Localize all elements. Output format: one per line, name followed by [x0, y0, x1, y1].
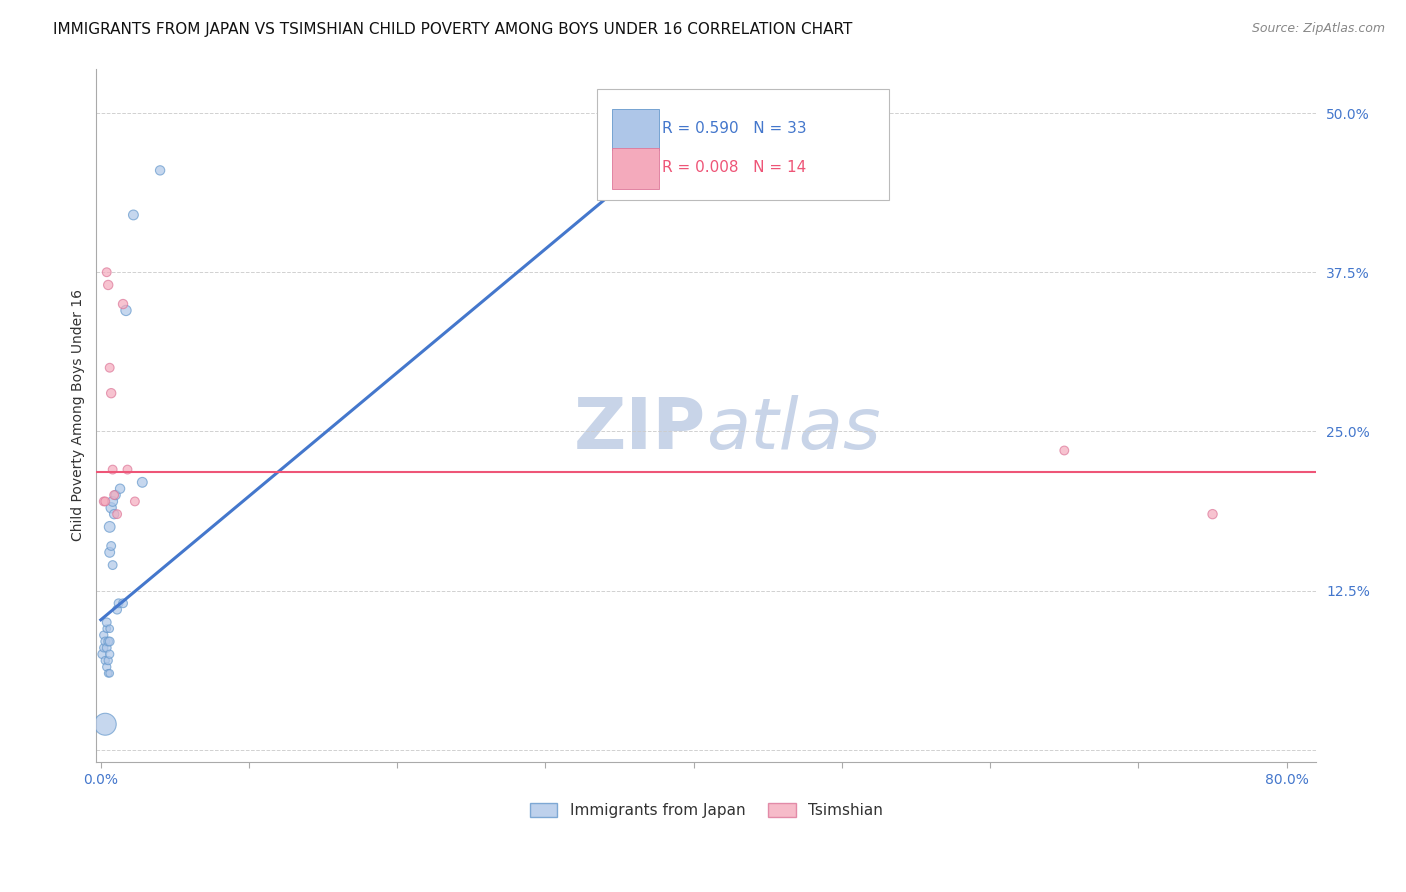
Text: R = 0.008   N = 14: R = 0.008 N = 14 — [662, 161, 807, 175]
Point — [94, 654, 117, 668]
Point — [100, 539, 122, 553]
Point — [98, 634, 121, 648]
Text: R = 0.590   N = 33: R = 0.590 N = 33 — [662, 121, 807, 136]
Text: IMMIGRANTS FROM JAPAN VS TSIMSHIAN CHILD POVERTY AMONG BOYS UNDER 16 CORRELATION: IMMIGRANTS FROM JAPAN VS TSIMSHIAN CHILD… — [53, 22, 853, 37]
Point — [112, 596, 135, 610]
FancyBboxPatch shape — [613, 148, 659, 188]
Point — [97, 654, 120, 668]
Point — [97, 277, 120, 292]
Point — [105, 602, 128, 616]
Text: atlas: atlas — [706, 395, 882, 464]
Point — [98, 622, 121, 636]
Point — [101, 462, 124, 476]
Point — [103, 507, 125, 521]
Text: Source: ZipAtlas.com: Source: ZipAtlas.com — [1251, 22, 1385, 36]
Point — [98, 360, 121, 375]
Point — [103, 488, 125, 502]
Point — [96, 640, 118, 655]
Y-axis label: Child Poverty Among Boys Under 16: Child Poverty Among Boys Under 16 — [72, 290, 86, 541]
Point — [97, 666, 120, 681]
Point — [93, 640, 115, 655]
Point — [124, 494, 146, 508]
FancyBboxPatch shape — [596, 89, 890, 201]
Point — [94, 634, 117, 648]
Point — [96, 615, 118, 630]
Point — [96, 622, 118, 636]
Point — [122, 208, 145, 222]
Point — [115, 303, 138, 318]
Point — [96, 265, 118, 279]
Point — [104, 488, 127, 502]
FancyBboxPatch shape — [613, 110, 659, 150]
Point — [100, 386, 122, 401]
Point — [101, 494, 124, 508]
Point — [98, 545, 121, 559]
Point — [97, 634, 120, 648]
Point — [98, 666, 121, 681]
Point — [1201, 507, 1223, 521]
Point — [100, 500, 122, 515]
Point — [98, 647, 121, 661]
Point — [91, 647, 114, 661]
Point — [94, 494, 117, 508]
Point — [107, 596, 129, 610]
Point — [93, 628, 115, 642]
Point — [131, 475, 153, 490]
Point — [1053, 443, 1076, 458]
Point — [112, 297, 135, 311]
Point — [96, 660, 118, 674]
Point — [101, 558, 124, 573]
Point — [98, 520, 121, 534]
Point — [108, 482, 131, 496]
Legend: Immigrants from Japan, Tsimshian: Immigrants from Japan, Tsimshian — [524, 797, 889, 824]
Point — [93, 494, 115, 508]
Point — [94, 717, 117, 731]
Text: ZIP: ZIP — [574, 395, 706, 464]
Point — [149, 163, 172, 178]
Point — [105, 507, 128, 521]
Point — [117, 462, 139, 476]
